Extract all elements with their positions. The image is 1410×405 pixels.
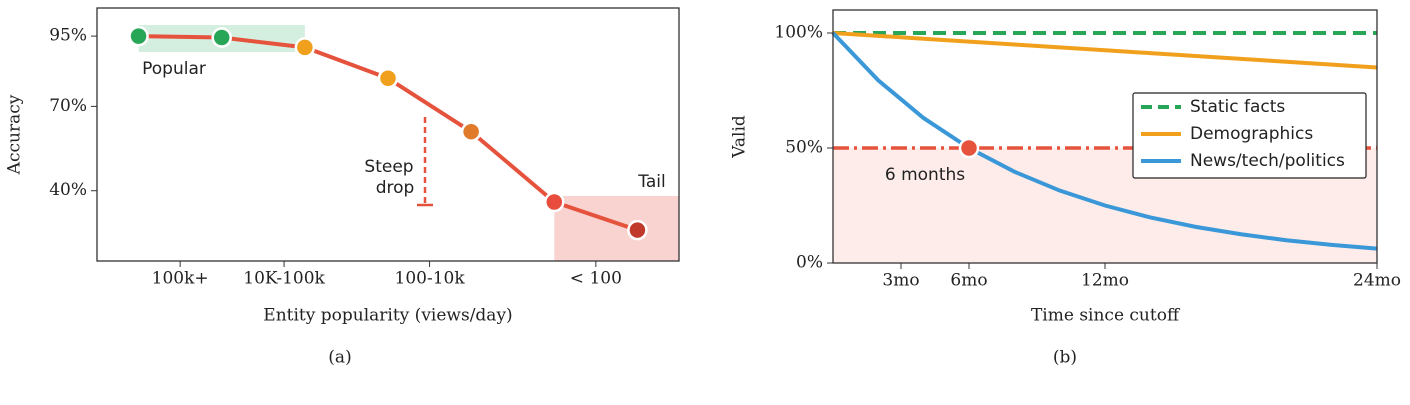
legend-label: News/tech/politics	[1190, 151, 1345, 171]
legend: Static facts Demographics News/tech/politi…	[1132, 92, 1367, 179]
x-tick-label: 10K-100k	[243, 269, 325, 289]
annotation: 6 months	[885, 165, 965, 185]
y-axis-label: Valid	[730, 115, 750, 159]
x-axis-label: Time since cutoff	[1031, 306, 1181, 326]
y-tick-label: 40%	[49, 180, 87, 200]
y-tick-label: 0%	[796, 253, 823, 273]
caption: (b)	[1053, 348, 1077, 368]
data-point	[128, 25, 149, 47]
annotation: drop	[376, 178, 415, 198]
caption: (a)	[328, 348, 351, 368]
series-line	[831, 31, 1378, 251]
y-axis-label: Accuracy	[5, 94, 25, 175]
y-tick-label: 95%	[49, 26, 87, 46]
x-tick-label: < 100	[570, 269, 622, 289]
data-point	[211, 27, 232, 48]
data-point	[460, 121, 482, 142]
data-point	[544, 191, 565, 213]
axes-frame	[832, 9, 1378, 264]
x-tick-label: 3mo	[882, 271, 919, 291]
series-line	[832, 31, 1378, 70]
axes-frame	[96, 7, 680, 262]
tail-region	[554, 196, 679, 261]
y-tick-label: 70%	[49, 96, 87, 116]
x-axis-label: Entity popularity (views/day)	[263, 306, 512, 326]
x-tick-label: 24mo	[1353, 271, 1401, 291]
y-tick-label: 50%	[785, 138, 823, 158]
annotation: Popular	[142, 59, 206, 79]
y-tick-label: 100%	[774, 23, 823, 43]
data-point	[294, 37, 316, 58]
annotation: Steep	[364, 157, 413, 177]
data-point	[627, 219, 648, 241]
x-tick-label: 100k+	[152, 269, 209, 289]
threshold-marker	[958, 137, 980, 159]
legend-label: Static facts	[1190, 97, 1285, 117]
x-tick-label: 100-10k	[395, 269, 466, 289]
x-tick-label: 6mo	[950, 271, 987, 291]
data-point	[377, 68, 399, 89]
legend-box	[1132, 92, 1367, 179]
x-tick-label: 12mo	[1081, 271, 1129, 291]
annotation: Tail	[637, 172, 665, 192]
legend-label: Demographics	[1190, 124, 1313, 144]
